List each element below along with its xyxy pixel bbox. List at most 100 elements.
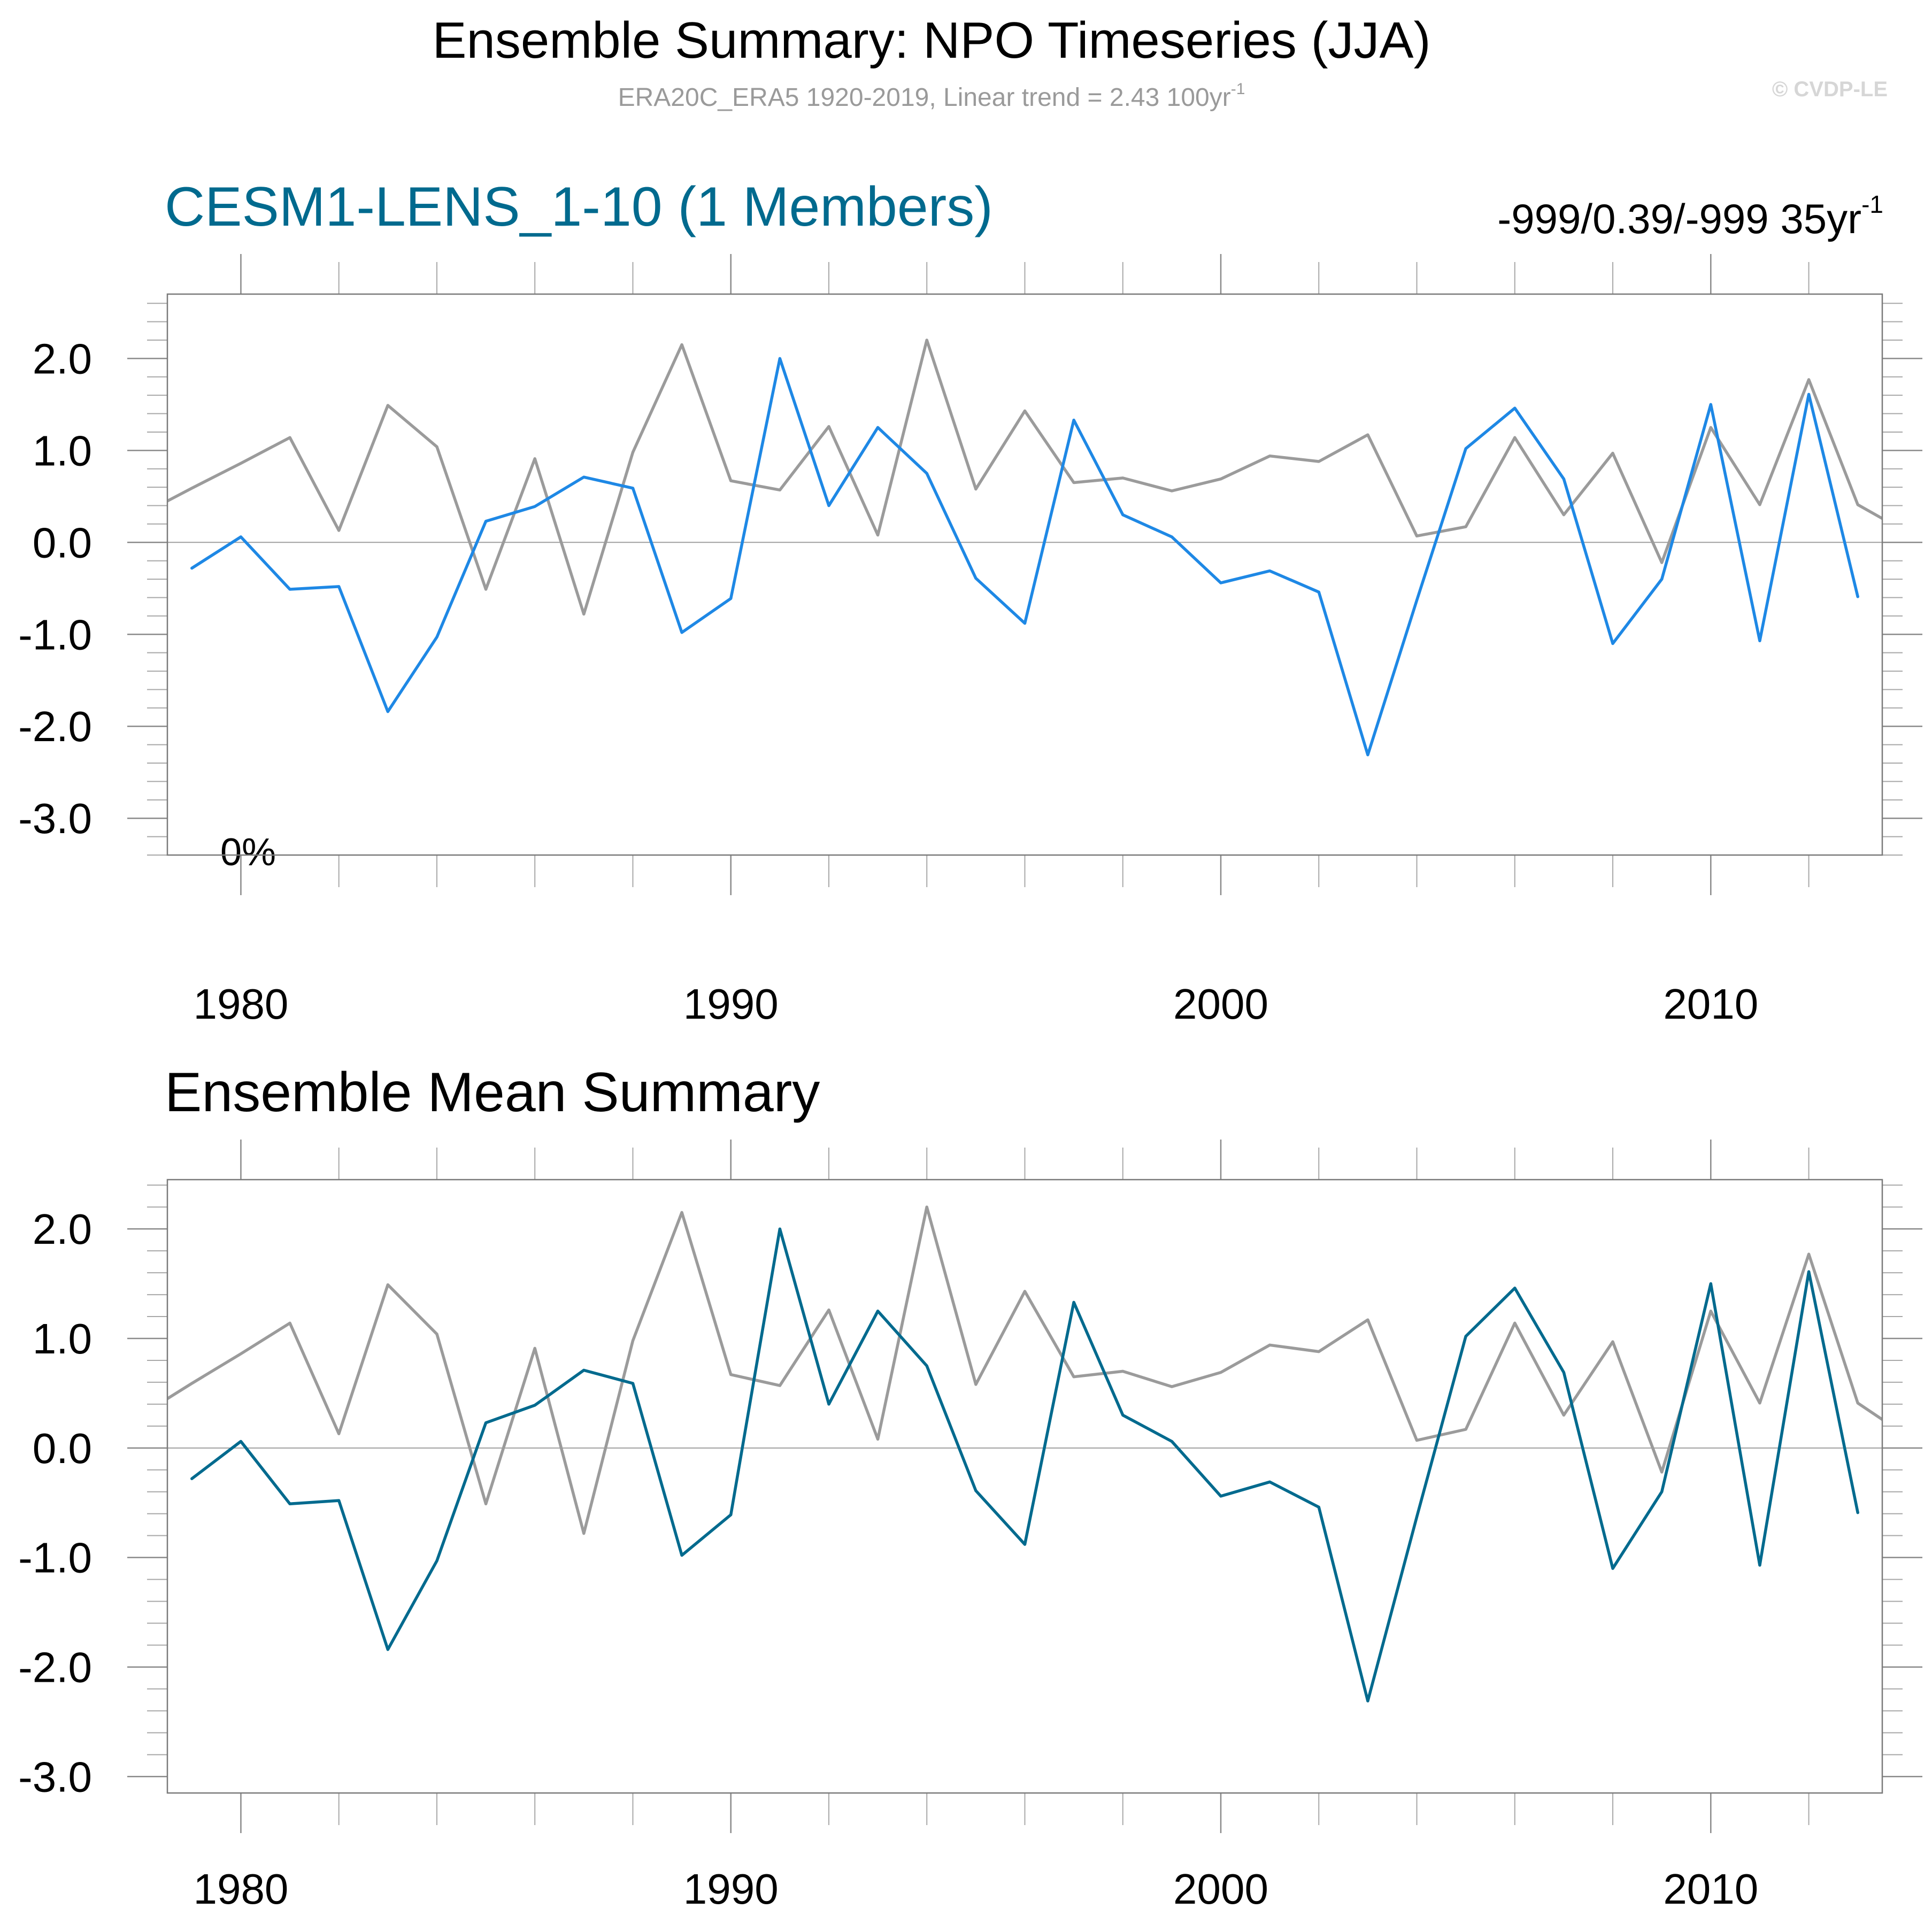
x-tick-label: 1980 [193,980,288,1028]
percent-label: 0% [220,831,276,874]
data-point [386,404,389,407]
data-point [1611,1340,1614,1343]
data-point [484,588,488,591]
plot-frame [166,293,1883,856]
data-point [827,425,830,428]
data-point [778,357,781,360]
data-point [1121,1413,1125,1417]
data-point [876,426,880,429]
data-point [925,472,928,475]
data-point [1611,452,1614,455]
subtitle-superscript: -1 [1231,80,1245,98]
data-point [239,461,242,465]
data-point [582,1532,586,1535]
data-point [1268,569,1272,573]
subtitle-text: ERA20C_ERA5 1920-2019, Linear trend = 2.… [618,83,1231,112]
data-point [1807,393,1811,396]
data-point [386,1648,389,1651]
data-point [1170,489,1173,492]
data-point [1758,1564,1761,1567]
data-point [778,1384,781,1387]
data-point [582,612,586,615]
data-point [1366,1318,1369,1321]
data-point [1611,642,1614,645]
data-point [337,1432,341,1435]
data-point [974,1489,977,1492]
data-point [386,710,389,713]
data-point [190,1477,194,1480]
data-point [1660,1471,1664,1474]
copyright-label: © CVDP-LE [1772,78,1888,101]
series-line-observations [167,1205,1882,1535]
data-point [1219,1371,1222,1374]
data-point [1023,1543,1026,1546]
data-point [1317,590,1320,594]
data-point [1758,639,1761,642]
data-point [778,488,781,491]
data-point [288,1502,291,1505]
data-point [142,1413,144,1415]
data-point [1660,578,1664,581]
data-point [632,487,634,490]
data-point [1513,1287,1517,1290]
data-point [1513,436,1517,439]
data-point [582,1368,586,1372]
data-point [974,1383,977,1386]
data-point [1660,561,1664,564]
x-tick-label: 2000 [1173,980,1268,1028]
data-point [1023,1290,1026,1293]
data-point [632,1382,634,1385]
data-point [239,1440,242,1443]
data-point [484,520,488,523]
data-point [1023,622,1026,625]
x-tick-label: 2000 [1173,1865,1268,1913]
y-tick-label: -2.0 [18,1643,92,1691]
data-point [1513,1321,1517,1325]
series-line-member [190,357,1859,757]
data-point [582,475,586,479]
data-point [190,1382,194,1385]
y-tick-label: 2.0 [33,335,92,382]
y-tick-label: 2.0 [33,1205,92,1253]
data-point [190,567,194,569]
data-point [1807,1270,1811,1273]
data-point [680,631,683,634]
data-point [1856,503,1859,506]
data-point [1807,378,1811,381]
panel-member-title: CESM1-LENS_1-10 (1 Members) [165,176,993,238]
data-point [1317,1350,1320,1353]
data-point [288,436,291,439]
data-point [1562,1371,1565,1374]
data-point [680,1211,683,1214]
data-point [1464,447,1467,450]
subtitle: ERA20C_ERA5 1920-2019, Linear trend = 2.… [618,80,1245,112]
panel-ensemble-mean: Ensemble Mean Summary 2.0 1.0 0.0 -1.0 -2.0 -… [18,1061,1922,1913]
data-point [190,487,194,490]
data-point [386,1283,389,1287]
data-point [1121,513,1125,517]
data-point [1513,406,1517,410]
y-tick-label: 1.0 [33,427,92,474]
data-point [1464,1428,1467,1431]
data-point [1709,1282,1712,1286]
data-point [1366,433,1369,436]
data-point [1415,534,1418,537]
data-point [1562,478,1565,481]
data-point [1611,1567,1614,1570]
data-point [1268,1343,1272,1346]
data-point [435,1333,438,1336]
data-point [1660,1490,1664,1494]
data-point [435,445,438,448]
data-point [778,1227,781,1230]
data-point [1219,478,1222,481]
y-tick-label: 0.0 [33,1425,92,1472]
data-point [1415,1439,1418,1442]
data-point [1170,1440,1173,1443]
data-point [1268,1480,1272,1483]
series-line-observations [167,338,1882,616]
data-point [1268,455,1272,458]
data-point [1464,1335,1467,1338]
series-group [142,1205,1882,1703]
data-point [484,1421,488,1425]
data-point [1415,599,1418,602]
